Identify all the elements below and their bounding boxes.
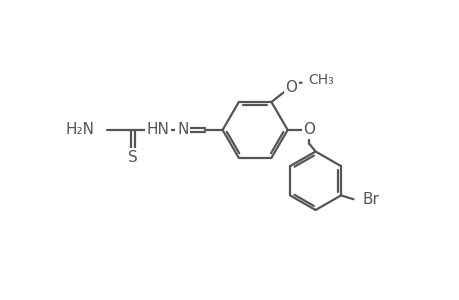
Text: H₂N: H₂N	[66, 122, 95, 137]
Text: O: O	[285, 80, 297, 95]
Text: HN: HN	[146, 122, 169, 137]
Text: O: O	[303, 122, 315, 137]
Text: CH₃: CH₃	[308, 74, 334, 87]
Text: Br: Br	[362, 192, 379, 207]
Text: S: S	[128, 150, 138, 165]
Text: N: N	[177, 122, 188, 137]
